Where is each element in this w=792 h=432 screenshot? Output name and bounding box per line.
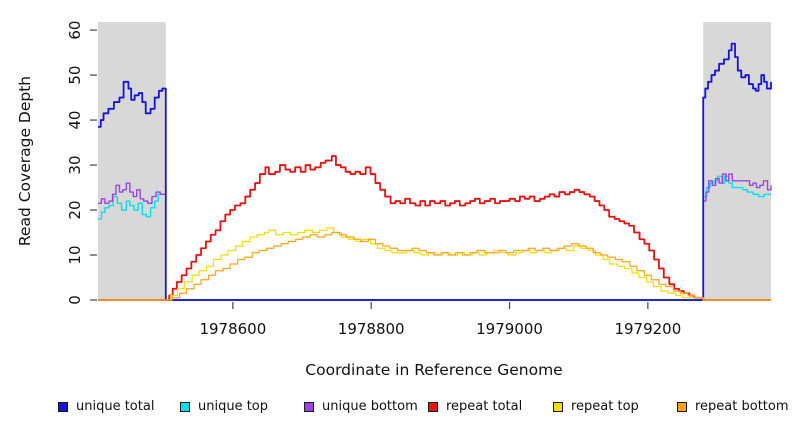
legend-swatch-unique-bottom xyxy=(304,401,314,412)
legend-item-repeat-total: repeat total xyxy=(428,399,522,414)
legend-item-unique-bottom: unique bottom xyxy=(304,399,418,414)
y-tick-label: 50 xyxy=(66,66,84,85)
series-line-repeat-total xyxy=(98,155,771,301)
series-line-unique-total xyxy=(98,42,772,301)
legend-swatch-unique-top xyxy=(180,401,190,412)
legend-label: unique total xyxy=(76,399,155,414)
legend-label: repeat top xyxy=(571,399,639,414)
y-axis-title: Read Coverage Depth xyxy=(16,76,34,246)
series-line-repeat-bottom xyxy=(98,231,771,301)
x-tick-label: 1978800 xyxy=(338,320,405,338)
legend-swatch-unique-total xyxy=(58,401,68,412)
y-tick-label: 10 xyxy=(66,245,84,264)
legend-swatch-repeat-bottom xyxy=(677,401,687,412)
legend-item-repeat-bottom: repeat bottom xyxy=(677,399,789,414)
x-tick-label: 1979200 xyxy=(614,320,681,338)
legend-swatch-repeat-total xyxy=(428,401,438,412)
chart-legend: unique total unique top unique bottom repea… xyxy=(0,399,792,419)
legend-label: unique bottom xyxy=(322,399,418,414)
x-tick-label: 1979000 xyxy=(476,320,543,338)
legend-label: unique top xyxy=(198,399,269,414)
y-tick-label: 60 xyxy=(66,21,84,40)
shaded-unique-region xyxy=(98,22,166,300)
series-line-repeat-top xyxy=(98,227,771,301)
y-tick-label: 0 xyxy=(66,295,84,305)
legend-label: repeat bottom xyxy=(695,399,789,414)
y-tick-label: 20 xyxy=(66,200,84,219)
legend-item-unique-total: unique total xyxy=(58,399,154,414)
y-tick-label: 30 xyxy=(66,156,84,175)
legend-item-unique-top: unique top xyxy=(180,399,268,414)
x-tick-label: 1978600 xyxy=(199,320,266,338)
legend-swatch-repeat-top xyxy=(553,401,563,412)
legend-item-repeat-top: repeat top xyxy=(553,399,639,414)
y-tick-label: 40 xyxy=(66,111,84,130)
x-axis-title: Coordinate in Reference Genome xyxy=(305,361,562,379)
legend-label: repeat total xyxy=(446,399,523,414)
